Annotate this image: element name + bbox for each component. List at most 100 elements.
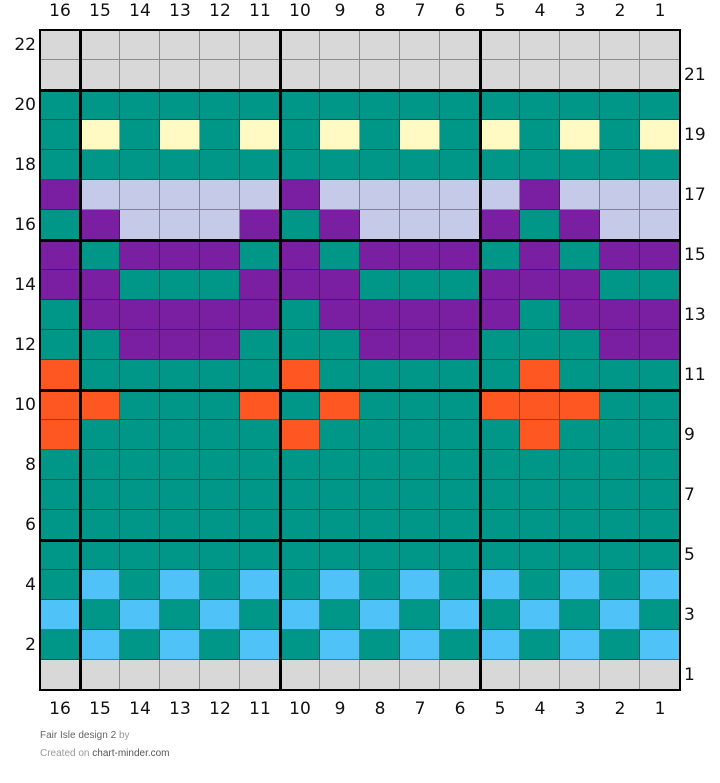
- stitch-cell: [440, 210, 480, 240]
- stitch-cell: [80, 240, 120, 270]
- stitch-cell: [240, 90, 280, 120]
- stitch-cell: [240, 570, 280, 600]
- stitch-cell: [520, 510, 560, 540]
- stitch-cell: [80, 180, 120, 210]
- stitch-cell: [400, 270, 440, 300]
- stitch-cell: [200, 90, 240, 120]
- column-label: 14: [129, 699, 151, 719]
- row-label: 12: [14, 335, 36, 355]
- stitch-cell: [360, 210, 400, 240]
- stitch-cell: [40, 180, 80, 210]
- row-label: 7: [684, 485, 695, 505]
- stitch-cell: [200, 210, 240, 240]
- stitch-cell: [400, 570, 440, 600]
- stitch-cell: [640, 150, 680, 180]
- column-label: 4: [534, 1, 546, 21]
- stitch-cell: [120, 390, 160, 420]
- stitch-cell: [320, 630, 360, 660]
- stitch-cell: [200, 630, 240, 660]
- grid-major-line-horizontal: [40, 539, 680, 542]
- stitch-cell: [80, 660, 120, 690]
- row-label: 15: [684, 245, 706, 265]
- stitch-cell: [200, 450, 240, 480]
- stitch-cell: [80, 300, 120, 330]
- stitch-cell: [640, 630, 680, 660]
- column-label: 14: [129, 1, 151, 21]
- stitch-cell: [320, 420, 360, 450]
- stitch-cell: [240, 270, 280, 300]
- stitch-cell: [400, 120, 440, 150]
- stitch-cell: [160, 90, 200, 120]
- stitch-cell: [480, 510, 520, 540]
- stitch-cell: [40, 390, 80, 420]
- stitch-cell: [640, 240, 680, 270]
- stitch-cell: [40, 270, 80, 300]
- stitch-cell: [320, 390, 360, 420]
- stitch-cell: [160, 480, 200, 510]
- stitch-cell: [640, 540, 680, 570]
- stitch-cell: [640, 30, 680, 60]
- column-label: 1: [654, 1, 666, 21]
- stitch-cell: [120, 420, 160, 450]
- stitch-cell: [240, 390, 280, 420]
- stitch-cell: [120, 480, 160, 510]
- column-label: 8: [374, 699, 386, 719]
- stitch-cell: [440, 180, 480, 210]
- stitch-cell: [160, 180, 200, 210]
- stitch-cell: [320, 510, 360, 540]
- stitch-cell: [480, 420, 520, 450]
- column-label: 16: [49, 699, 71, 719]
- stitch-cell: [520, 120, 560, 150]
- column-label: 11: [249, 699, 271, 719]
- stitch-cell: [520, 570, 560, 600]
- stitch-cell: [560, 180, 600, 210]
- stitch-cell: [240, 330, 280, 360]
- stitch-cell: [80, 600, 120, 630]
- grid-major-line-horizontal: [40, 89, 680, 92]
- stitch-cell: [240, 240, 280, 270]
- stitch-cell: [200, 270, 240, 300]
- stitch-cell: [600, 420, 640, 450]
- stitch-cell: [40, 330, 80, 360]
- stitch-cell: [520, 90, 560, 120]
- stitch-cell: [120, 270, 160, 300]
- stitch-cell: [280, 120, 320, 150]
- stitch-cell: [440, 150, 480, 180]
- stitch-cell: [600, 570, 640, 600]
- stitch-cell: [600, 480, 640, 510]
- stitch-cell: [480, 90, 520, 120]
- stitch-cell: [240, 60, 280, 90]
- stitch-cell: [400, 30, 440, 60]
- stitch-cell: [120, 240, 160, 270]
- site-link[interactable]: chart-minder.com: [92, 748, 170, 759]
- chart-title-line: Fair Isle design 2 by: [40, 727, 170, 745]
- stitch-cell: [40, 480, 80, 510]
- stitch-cell: [280, 660, 320, 690]
- stitch-cell: [440, 120, 480, 150]
- stitch-cell: [400, 210, 440, 240]
- stitch-cell: [240, 630, 280, 660]
- created-on-line: Created on chart-minder.com: [40, 745, 170, 763]
- stitch-cell: [640, 420, 680, 450]
- stitch-cell: [160, 210, 200, 240]
- stitch-cell: [120, 510, 160, 540]
- stitch-cell: [80, 630, 120, 660]
- stitch-cell: [40, 570, 80, 600]
- stitch-cell: [200, 540, 240, 570]
- stitch-cell: [120, 600, 160, 630]
- row-label: 5: [684, 545, 695, 565]
- row-label: 1: [684, 665, 695, 685]
- stitch-cell: [440, 450, 480, 480]
- stitch-cell: [80, 540, 120, 570]
- stitch-cell: [320, 480, 360, 510]
- stitch-cell: [40, 600, 80, 630]
- stitch-cell: [560, 330, 600, 360]
- grid-major-line-horizontal: [40, 389, 680, 392]
- stitch-cell: [360, 240, 400, 270]
- column-label: 4: [534, 699, 546, 719]
- column-label: 8: [374, 1, 386, 21]
- stitch-cell: [80, 90, 120, 120]
- stitch-cell: [360, 120, 400, 150]
- stitch-cell: [520, 210, 560, 240]
- stitch-cell: [280, 600, 320, 630]
